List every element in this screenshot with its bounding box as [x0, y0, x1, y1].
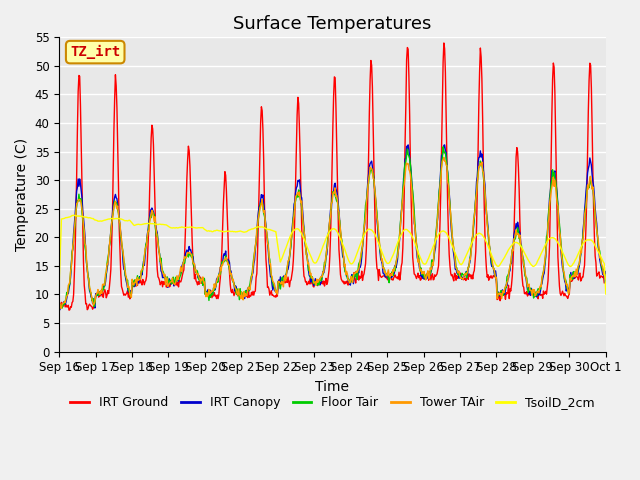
Tower TAir: [57, 305, 65, 311]
IRT Canopy: [178, 264, 186, 270]
IRT Canopy: [602, 269, 610, 275]
Tower TAir: [178, 269, 186, 275]
IRT Ground: [178, 276, 186, 282]
IRT Ground: [207, 288, 214, 293]
Tower TAir: [602, 276, 610, 282]
Title: Surface Temperatures: Surface Temperatures: [234, 15, 431, 33]
IRT Canopy: [417, 264, 424, 270]
Tower TAir: [440, 155, 448, 160]
IRT Canopy: [56, 307, 64, 312]
Text: TZ_irt: TZ_irt: [70, 45, 120, 59]
IRT Canopy: [55, 302, 63, 308]
TsoilD_2cm: [122, 218, 130, 224]
IRT Ground: [122, 291, 130, 297]
Tower TAir: [66, 279, 74, 285]
IRT Canopy: [400, 176, 408, 181]
TsoilD_2cm: [178, 224, 186, 230]
IRT Ground: [416, 273, 424, 278]
Line: IRT Canopy: IRT Canopy: [59, 145, 606, 310]
TsoilD_2cm: [207, 228, 214, 234]
IRT Ground: [602, 274, 610, 280]
IRT Ground: [55, 302, 63, 308]
Tower TAir: [416, 264, 424, 270]
Floor Tair: [439, 144, 447, 150]
X-axis label: Time: Time: [316, 380, 349, 394]
IRT Canopy: [207, 290, 214, 296]
Legend: IRT Ground, IRT Canopy, Floor Tair, Tower TAir, TsoilD_2cm: IRT Ground, IRT Canopy, Floor Tair, Towe…: [65, 391, 600, 414]
Line: TsoilD_2cm: TsoilD_2cm: [59, 215, 606, 294]
Y-axis label: Temperature (C): Temperature (C): [15, 138, 29, 251]
IRT Ground: [65, 307, 73, 313]
Floor Tair: [416, 260, 424, 266]
Tower TAir: [122, 274, 130, 280]
TsoilD_2cm: [416, 253, 424, 259]
Floor Tair: [207, 294, 214, 300]
IRT Ground: [440, 40, 448, 46]
Line: Floor Tair: Floor Tair: [59, 147, 606, 308]
Floor Tair: [122, 274, 130, 279]
Floor Tair: [58, 305, 66, 311]
Tower TAir: [400, 185, 408, 191]
IRT Canopy: [66, 281, 74, 287]
TsoilD_2cm: [65, 214, 73, 220]
Line: IRT Ground: IRT Ground: [59, 43, 606, 310]
IRT Canopy: [404, 142, 412, 148]
Tower TAir: [55, 302, 63, 308]
TsoilD_2cm: [55, 283, 63, 288]
TsoilD_2cm: [400, 228, 408, 233]
Floor Tair: [400, 180, 408, 186]
Tower TAir: [207, 290, 214, 296]
IRT Canopy: [122, 277, 130, 283]
IRT Ground: [400, 221, 408, 227]
TsoilD_2cm: [70, 212, 77, 218]
Floor Tair: [66, 281, 74, 287]
Floor Tair: [602, 273, 610, 278]
Floor Tair: [178, 269, 186, 275]
Line: Tower TAir: Tower TAir: [59, 157, 606, 308]
Floor Tair: [55, 302, 63, 308]
IRT Ground: [66, 307, 74, 312]
TsoilD_2cm: [602, 291, 610, 297]
